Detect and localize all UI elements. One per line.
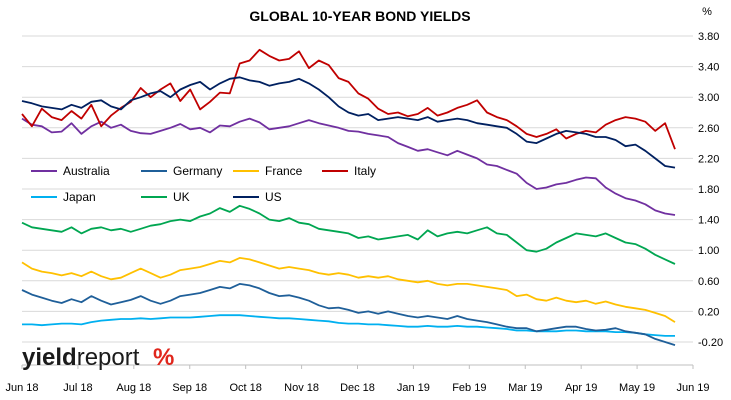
gridlines	[22, 35, 693, 343]
svg-text:yieldreport: yieldreport	[22, 344, 140, 371]
series-line-australia	[21, 117, 676, 216]
series-lines	[21, 48, 676, 346]
series-line-us	[21, 76, 676, 169]
x-tick-label: Oct 18	[229, 382, 261, 394]
y-tick-label: -0.20	[698, 337, 723, 349]
y-axis-ticks: 3.80 3.40 3.00 2.60 2.20 1.80 1.40 1.00 0.60 0.20…	[698, 31, 723, 349]
series-line-france	[21, 256, 676, 323]
legend-label-france: France	[265, 164, 303, 178]
y-tick-label: 3.80	[698, 31, 719, 43]
x-tick-label: Sep 18	[172, 382, 207, 394]
x-tick-label: Jun 18	[5, 382, 38, 394]
x-tick-label: Aug 18	[116, 382, 151, 394]
unit-label: %	[702, 6, 712, 18]
chart-title: GLOBAL 10-YEAR BOND YIELDS	[249, 8, 470, 24]
legend-label-germany: Germany	[173, 164, 222, 178]
x-tick-label: Jan 19	[397, 382, 430, 394]
x-tick-label: Mar 19	[508, 382, 542, 394]
x-tick-label: Nov 18	[284, 382, 319, 394]
series-line-germany	[21, 282, 676, 346]
series-line-italy	[21, 48, 676, 150]
y-tick-label: 0.60	[698, 276, 719, 288]
x-tick-label: Jul 18	[63, 382, 92, 394]
y-tick-label: 0.20	[698, 306, 719, 318]
logo-report-text: report	[77, 344, 140, 371]
yieldreport-logo: yieldreport %	[22, 344, 174, 371]
y-tick-label: 2.20	[698, 153, 719, 165]
y-tick-label: 2.60	[698, 123, 719, 135]
legend-label-italy: Italy	[354, 164, 376, 178]
legend: Australia Germany France Italy Japan UK US	[31, 164, 376, 204]
x-axis-ticks: Jun 18 Jul 18 Aug 18 Sep 18 Oct 18 Nov 18 Dec …	[5, 365, 710, 394]
y-tick-label: 1.00	[698, 245, 719, 257]
legend-label-australia: Australia	[63, 164, 110, 178]
x-tick-label: Feb 19	[452, 382, 486, 394]
legend-label-uk: UK	[173, 190, 190, 204]
logo-yield-text: yield	[22, 344, 77, 371]
x-tick-label: Jun 19	[676, 382, 709, 394]
x-tick-label: May 19	[619, 382, 655, 394]
series-line-japan	[22, 314, 675, 337]
y-tick-label: 1.80	[698, 184, 719, 196]
x-tick-label: Dec 18	[340, 382, 375, 394]
y-tick-label: 3.00	[698, 92, 719, 104]
legend-label-us: US	[265, 190, 282, 204]
x-tick-label: Apr 19	[565, 382, 597, 394]
legend-label-japan: Japan	[63, 190, 96, 204]
series-line-uk	[21, 204, 676, 265]
y-tick-label: 1.40	[698, 215, 719, 227]
y-tick-label: 3.40	[698, 62, 719, 74]
logo-percent-symbol: %	[153, 344, 174, 371]
